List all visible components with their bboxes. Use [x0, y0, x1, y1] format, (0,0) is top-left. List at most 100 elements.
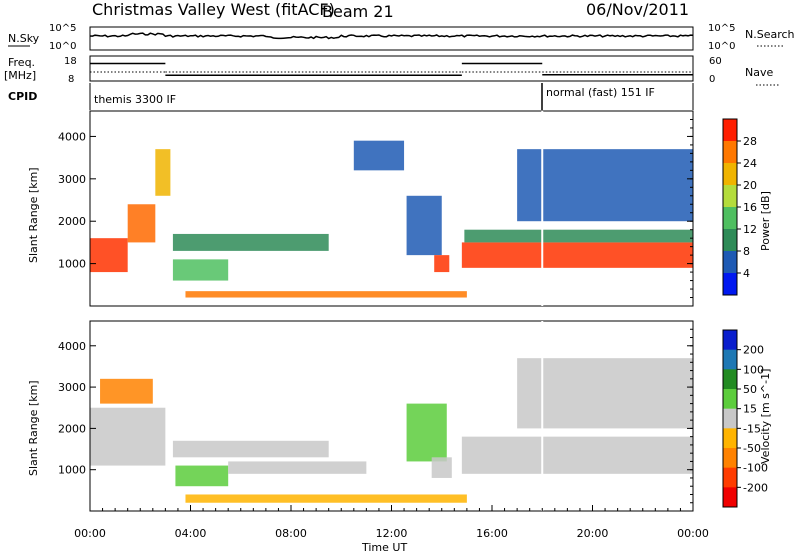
- velocity-panel-colorbar-tick-label-1: 100: [743, 363, 764, 376]
- freq-label: Freq.: [8, 56, 35, 69]
- power-colorbar-label: Power [dB]: [759, 191, 772, 251]
- power-panel-colorbar-swatch-1: [723, 141, 737, 164]
- power-panel-region-8: [434, 255, 450, 273]
- velocity-panel-colorbar-tick-label-3: 15: [743, 403, 757, 416]
- power-panel-colorbar-swatch-2: [723, 163, 737, 186]
- date-title: 06/Nov/2011: [586, 0, 689, 19]
- time-tick-label-3: 12:00: [376, 527, 408, 540]
- power-panel-region-7: [406, 195, 442, 256]
- power-panel-colorbar-swatch-5: [723, 229, 737, 252]
- power-panel-region-3: [172, 233, 329, 251]
- velocity-panel-colorbar-tick-label-7: -200: [743, 481, 768, 494]
- velocity-panel-colorbar-swatch-1: [723, 349, 737, 370]
- power-panel-region-2: [155, 149, 171, 196]
- time-axis: 00:00 04:00 08:00 12:00 16:00 20:00 00:00: [74, 505, 709, 540]
- power-panel-region-5: [185, 291, 467, 298]
- time-tick-label-2: 08:00: [275, 527, 307, 540]
- nsky-panel-frame: [89, 26, 694, 51]
- power-panel-colorbar-tick-label-5: 24: [743, 157, 757, 170]
- power-panel-colorbar-tick-label-6: 28: [743, 135, 757, 148]
- velocity-panel-colorbar-tick-label-2: 50: [743, 383, 757, 396]
- nsky-trace: [89, 32, 694, 40]
- velocity-panel-region-6: [406, 403, 447, 462]
- station-title: Christmas Valley West (fitACF): [92, 0, 335, 19]
- power-panel-colorbar-swatch-3: [723, 185, 737, 208]
- velocity-panel-region-1: [100, 378, 153, 404]
- freq-tick-bottom: 8: [68, 74, 74, 85]
- freq-unit: [MHz]: [4, 69, 36, 82]
- velocity-panel-colorbar-swatch-7: [723, 467, 737, 488]
- velocity-panel-colorbar-tick-label-0: 200: [743, 344, 764, 357]
- freq-panel-frame: [89, 55, 694, 82]
- nave-label: Nave: [745, 66, 773, 79]
- cpid-segment-2: normal (fast) 151 IF: [546, 86, 655, 99]
- power-panel-region-11: [517, 149, 693, 222]
- velocity-panel-ytick-label-3: 4000: [58, 340, 86, 353]
- nsearch-label: N.Search: [745, 28, 795, 41]
- time-tick-label-4: 16:00: [476, 527, 508, 540]
- velocity-colorbar: 200 100 50 15 -15 -50 -100 -200: [722, 329, 768, 508]
- velocity-panel: 1000 2000 3000 4000: [58, 320, 694, 512]
- freq-trace: [90, 62, 693, 76]
- power-panel-region-6: [353, 140, 405, 171]
- power-panel-region-4: [172, 259, 229, 281]
- cpid-segment-1: themis 3300 IF: [94, 93, 176, 106]
- velocity-panel-colorbar-frame: [722, 329, 738, 508]
- power-panel-region-0: [90, 238, 128, 273]
- power-ylabel: Slant Range [km]: [27, 167, 40, 263]
- time-tick-label-0: 00:00: [74, 527, 106, 540]
- velocity-panel-colorbar-tick-label-4: -15: [743, 422, 761, 435]
- power-panel-region-9: [461, 242, 693, 268]
- power-panel-region-1: [127, 204, 156, 243]
- power-panel-colorbar-tick-label-1: 8: [743, 245, 750, 258]
- velocity-panel-region-2: [172, 440, 329, 458]
- power-panel-colorbar-swatch-7: [723, 273, 737, 296]
- nsky-tick-bottom: 10^0: [49, 41, 76, 52]
- power-panel-colorbar-tick-label-2: 12: [743, 223, 757, 236]
- velocity-panel-colorbar-swatch-8: [723, 487, 737, 508]
- power-colorbar: 4 8 12 16 20 24 28: [722, 118, 757, 296]
- velocity-panel-colorbar-tick-label-5: -50: [743, 442, 761, 455]
- power-panel: 1000 2000 3000 4000: [58, 110, 694, 307]
- velocity-panel-region-8: [461, 436, 693, 474]
- velocity-panel-colorbar-tick-label-6: -100: [743, 462, 768, 475]
- power-panel-colorbar-swatch-6: [723, 251, 737, 274]
- nave-tick-bottom: 0: [709, 74, 715, 85]
- nave-tick-top: 60: [709, 56, 722, 67]
- velocity-panel-region-0: [90, 407, 166, 466]
- cpid-label: CPID: [8, 90, 37, 103]
- power-panel-ytick-label-1: 2000: [58, 215, 86, 228]
- time-tick-label-6: 00:00: [677, 527, 709, 540]
- velocity-panel-region-7: [431, 457, 452, 478]
- velocity-panel-colorbar-swatch-0: [723, 330, 737, 351]
- power-panel-colorbar-swatch-0: [723, 119, 737, 142]
- power-panel-ytick-label-3: 4000: [58, 130, 86, 143]
- velocity-panel-colorbar-swatch-4: [723, 408, 737, 429]
- power-panel-frame: [89, 110, 694, 307]
- time-axis-label: Time UT: [361, 541, 407, 554]
- velocity-ylabel: Slant Range [km]: [27, 380, 40, 476]
- beam-title: Beam 21: [322, 2, 394, 21]
- velocity-panel-region-9: [517, 358, 693, 429]
- time-tick-label-5: 20:00: [577, 527, 609, 540]
- power-panel-colorbar-tick-label-0: 4: [743, 267, 750, 280]
- power-panel-region-10: [464, 229, 693, 243]
- velocity-panel-region-5: [185, 494, 467, 503]
- power-panel-colorbar-tick-label-4: 20: [743, 179, 757, 192]
- velocity-panel-region-3: [175, 465, 229, 487]
- nsky-label: N.Sky: [8, 32, 40, 45]
- power-panel-ytick-label-2: 3000: [58, 173, 86, 186]
- nsearch-tick-top: 10^5: [708, 23, 735, 34]
- velocity-panel-ytick-label-1: 2000: [58, 422, 86, 435]
- velocity-panel-colorbar-swatch-6: [723, 448, 737, 469]
- nsearch-tick-bottom: 10^0: [708, 41, 735, 52]
- nsky-tick-top: 10^5: [49, 23, 76, 34]
- velocity-panel-colorbar-swatch-5: [723, 428, 737, 449]
- power-panel-ytick-label-0: 1000: [58, 258, 86, 271]
- velocity-panel-colorbar-swatch-2: [723, 369, 737, 390]
- freq-tick-top: 18: [64, 56, 77, 67]
- velocity-panel-ytick-label-2: 3000: [58, 381, 86, 394]
- time-tick-label-1: 04:00: [175, 527, 207, 540]
- velocity-panel-ytick-label-0: 1000: [58, 464, 86, 477]
